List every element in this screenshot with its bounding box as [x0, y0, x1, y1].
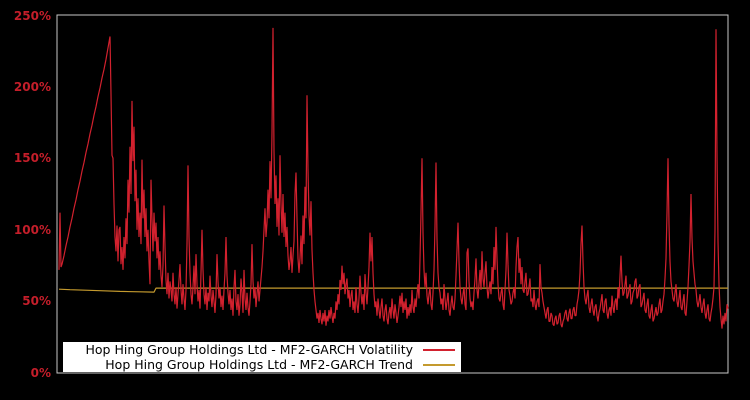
legend: Hop Hing Group Holdings Ltd - MF2-GARCH …	[63, 342, 461, 372]
ytick-150: 150%	[13, 151, 51, 165]
legend-row-volatility: Hop Hing Group Holdings Ltd - MF2-GARCH …	[67, 341, 455, 357]
legend-row-trend: Hop Hing Group Holdings Ltd - MF2-GARCH …	[67, 356, 455, 372]
ytick-0: 0%	[30, 366, 51, 380]
ytick-200: 200%	[13, 80, 51, 94]
legend-line-sample-trend	[423, 363, 455, 366]
legend-label-volatility: Hop Hing Group Holdings Ltd - MF2-GARCH …	[85, 341, 414, 357]
ytick-50: 50%	[22, 294, 51, 308]
plot-border	[56, 14, 729, 374]
volatility-line	[58, 27, 729, 329]
trend-line	[58, 287, 728, 293]
legend-label-trend: Hop Hing Group Holdings Ltd - MF2-GARCH …	[105, 356, 413, 372]
legend-line-sample-volatility	[423, 348, 455, 351]
ytick-100: 100%	[13, 223, 51, 237]
ytick-250: 250%	[13, 9, 51, 23]
